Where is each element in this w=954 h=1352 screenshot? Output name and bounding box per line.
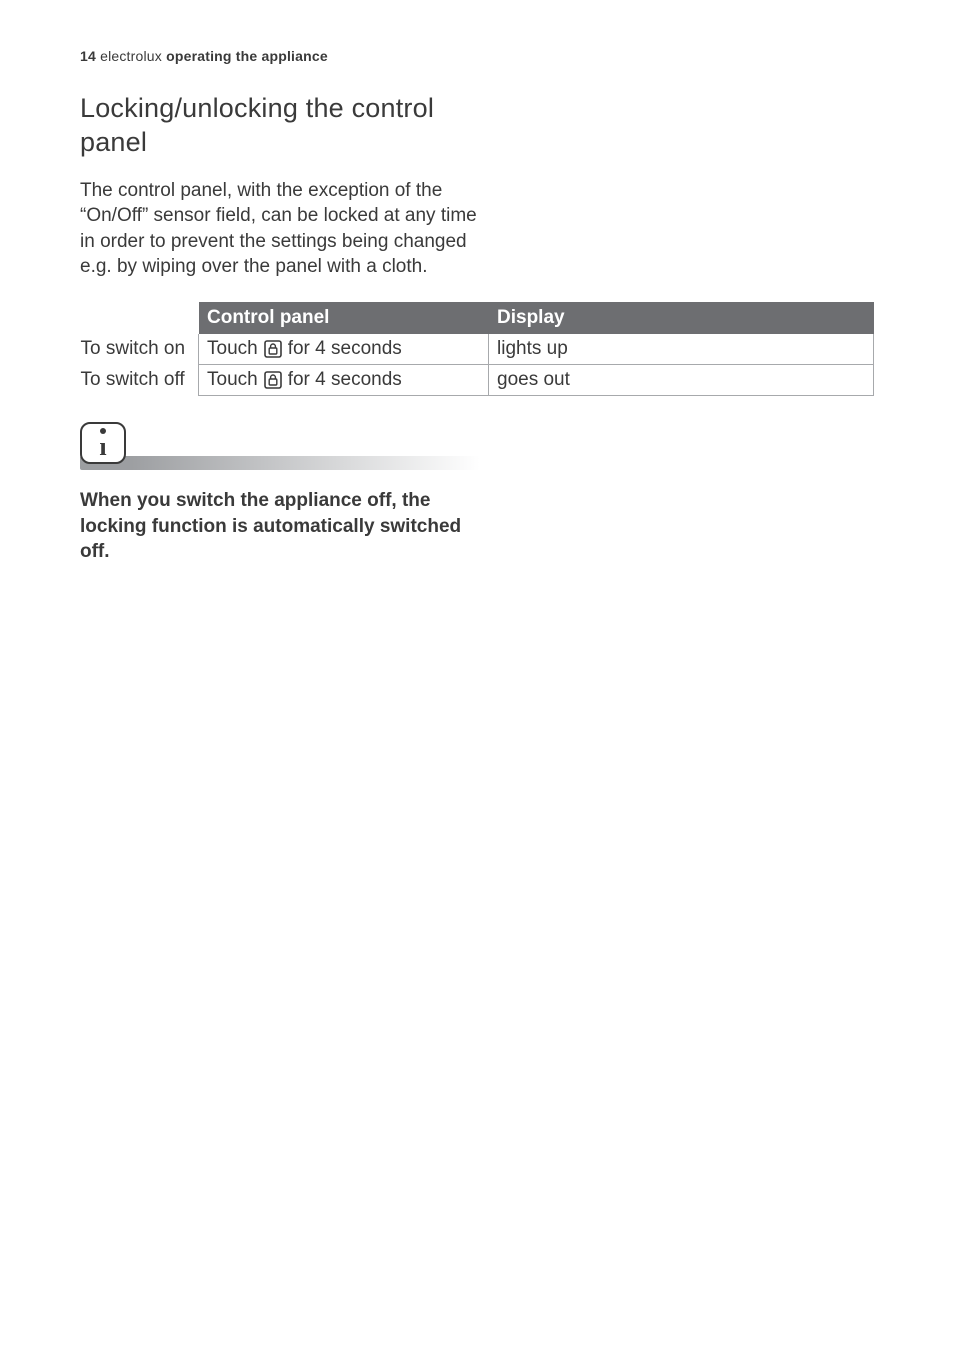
table-header-control: Control panel	[199, 303, 489, 334]
lock-icon	[264, 340, 282, 358]
table-header-display: Display	[489, 303, 874, 334]
page-number: 14	[80, 48, 96, 64]
info-icon: ı	[80, 422, 126, 464]
lock-table: Control panel Display To switch on Touch	[80, 302, 874, 396]
table-header-blank	[81, 303, 199, 334]
table-row: To switch off Touch for 4 seconds	[81, 365, 874, 396]
control-prefix: Touch	[207, 338, 258, 360]
note-text: When you switch the appliance off, the l…	[80, 488, 480, 565]
info-shadow	[80, 456, 480, 470]
lock-icon	[264, 371, 282, 389]
table-cell-display: goes out	[489, 365, 874, 396]
info-callout: ı	[80, 422, 480, 470]
control-suffix: for 4 seconds	[288, 338, 402, 360]
page: 14 electrolux operating the appliance Lo…	[0, 0, 954, 1352]
brand-name: electrolux	[100, 48, 162, 64]
table-row: To switch on Touch for 4 seconds	[81, 334, 874, 365]
table-cell-control: Touch for 4 seconds	[199, 365, 489, 396]
intro-paragraph: The control panel, with the exception of…	[80, 178, 480, 281]
table-header-row: Control panel Display	[81, 303, 874, 334]
running-head-section: operating the appliance	[166, 48, 328, 64]
control-prefix: Touch	[207, 369, 258, 391]
table-cell-control: Touch for 4 seconds	[199, 334, 489, 365]
control-suffix: for 4 seconds	[288, 369, 402, 391]
section-title: Locking/unlocking the control panel	[80, 92, 460, 160]
running-head: 14 electrolux operating the appliance	[80, 48, 874, 64]
table-cell-action: To switch off	[81, 365, 199, 396]
table-cell-display: lights up	[489, 334, 874, 365]
table-cell-action: To switch on	[81, 334, 199, 365]
